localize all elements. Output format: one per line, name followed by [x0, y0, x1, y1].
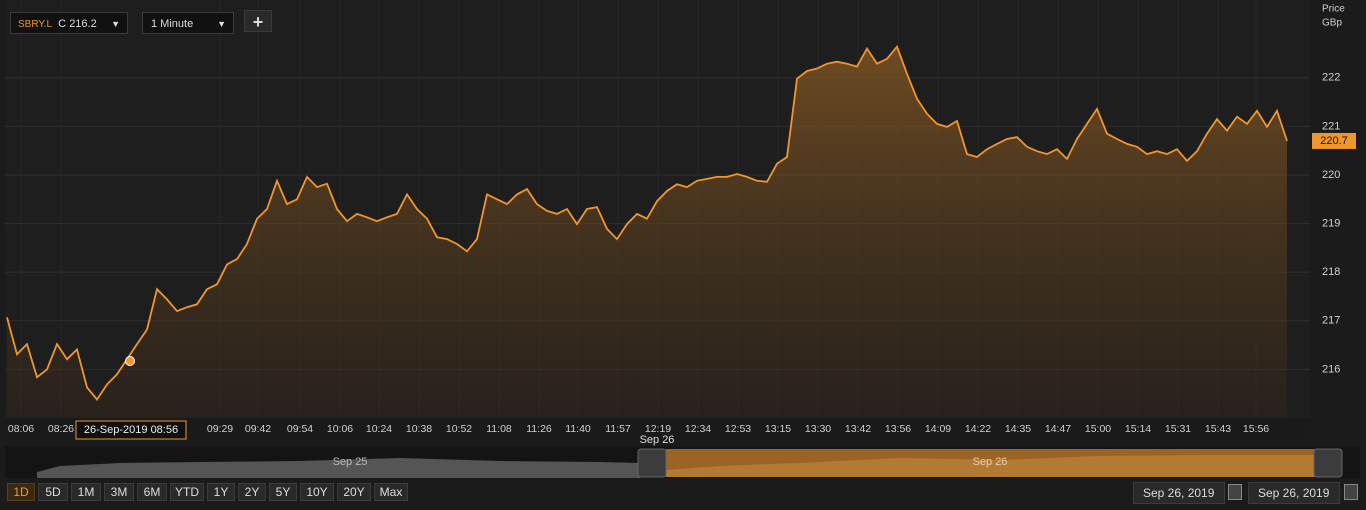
- range-button[interactable]: 20Y: [337, 483, 371, 501]
- from-date[interactable]: Sep 26, 2019: [1133, 482, 1225, 504]
- x-tick-label: 13:42: [845, 423, 871, 435]
- last-value-label: 220.7: [1320, 135, 1348, 147]
- x-tick-label: 15:31: [1165, 423, 1191, 435]
- y-tick-label: 221: [1322, 120, 1340, 132]
- navigator-area: [666, 455, 1314, 477]
- x-tick-label: 12:53: [725, 423, 751, 435]
- x-tick-label: 10:06: [327, 423, 353, 435]
- x-tick-label: 14:47: [1045, 423, 1071, 435]
- range-button[interactable]: 10Y: [300, 483, 334, 501]
- x-tick-label: 14:35: [1005, 423, 1031, 435]
- x-tick-label: 11:26: [526, 423, 552, 435]
- symbol-box[interactable]: SBRY.L C 216.2 ▼: [10, 12, 128, 34]
- crosshair-marker: [125, 356, 135, 366]
- x-tick-label: 15:43: [1205, 423, 1231, 435]
- y-tick-label: 217: [1322, 315, 1340, 327]
- y-axis-title: GBp: [1322, 18, 1342, 29]
- x-tick-label: 10:38: [406, 423, 432, 435]
- calendar-icon[interactable]: [1344, 484, 1358, 500]
- y-tick-label: 219: [1322, 217, 1340, 229]
- x-tick-label: 13:30: [805, 423, 831, 435]
- range-button[interactable]: 2Y: [238, 483, 266, 501]
- navigator-handle[interactable]: [1313, 448, 1343, 478]
- x-tick-label: 09:42: [245, 423, 271, 435]
- x-tick-label: 13:15: [765, 423, 791, 435]
- line: [6, 44, 1288, 402]
- range-button[interactable]: 5D: [38, 483, 68, 501]
- x-tick-label: 08:26: [48, 423, 74, 435]
- range-button[interactable]: Max: [374, 483, 408, 501]
- range-button[interactable]: 5Y: [269, 483, 297, 501]
- x-tick-label: 10:24: [366, 423, 392, 435]
- range-button[interactable]: 6M: [137, 483, 167, 501]
- x-tick-label: 11:08: [486, 423, 512, 435]
- calendar-icon[interactable]: [1228, 484, 1242, 500]
- y-tick-label: 220: [1322, 169, 1340, 181]
- area: [7, 46, 1287, 418]
- x-tick-label: 15:14: [1125, 423, 1151, 435]
- dropdown-arrow: ▼: [217, 19, 226, 29]
- x-tick-label: 14:22: [965, 423, 991, 435]
- y-tick-label: 218: [1322, 266, 1340, 278]
- crosshair-label: 26-Sep-2019 08:56: [84, 424, 178, 436]
- y-tick-label: 222: [1322, 72, 1340, 84]
- x-tick-label: 15:00: [1085, 423, 1111, 435]
- x-tick-label: 14:09: [925, 423, 951, 435]
- x-tick-label: 11:40: [565, 423, 591, 435]
- add-button[interactable]: +: [244, 10, 272, 32]
- close-prefix: C: [58, 18, 67, 30]
- last-value-badge: [1312, 132, 1356, 149]
- close-value: 216.2: [69, 18, 97, 30]
- navigator-top-label: Sep 26: [640, 434, 675, 446]
- x-axis-band: [5, 418, 1310, 440]
- x-tick-label: 15:56: [1243, 423, 1269, 435]
- x-tick-label: 08:06: [8, 423, 34, 435]
- dropdown-arrow: ▼: [111, 19, 120, 29]
- y-tick-label: 216: [1322, 363, 1340, 375]
- interval: 1 Minute: [151, 18, 194, 30]
- range-button[interactable]: 1Y: [207, 483, 235, 501]
- x-tick-label: 09:54: [287, 423, 313, 435]
- range-button[interactable]: 1M: [71, 483, 101, 501]
- crosshair-label-box: [75, 420, 187, 440]
- x-tick-label: 12:19: [645, 423, 671, 435]
- x-tick-label: 09:29: [207, 423, 233, 435]
- range-button[interactable]: YTD: [170, 483, 204, 501]
- x-tick-label: 10:52: [446, 423, 472, 435]
- x-tick-label: 13:56: [885, 423, 911, 435]
- y-axis-title: Price: [1322, 4, 1345, 15]
- navigator-area: [37, 458, 640, 478]
- navigator-label: Sep 25: [333, 456, 368, 468]
- to-date[interactable]: Sep 26, 2019: [1248, 482, 1340, 504]
- range-button[interactable]: 1D: [7, 483, 35, 501]
- x-tick-label: 12:34: [685, 423, 711, 435]
- symbol: SBRY.L: [18, 19, 53, 30]
- interval-box[interactable]: 1 Minute ▼: [142, 12, 234, 34]
- navigator-handle[interactable]: [637, 448, 667, 478]
- x-tick-label: 11:57: [605, 423, 631, 435]
- range-button[interactable]: 3M: [104, 483, 134, 501]
- navigator-label: Sep 26: [973, 456, 1008, 468]
